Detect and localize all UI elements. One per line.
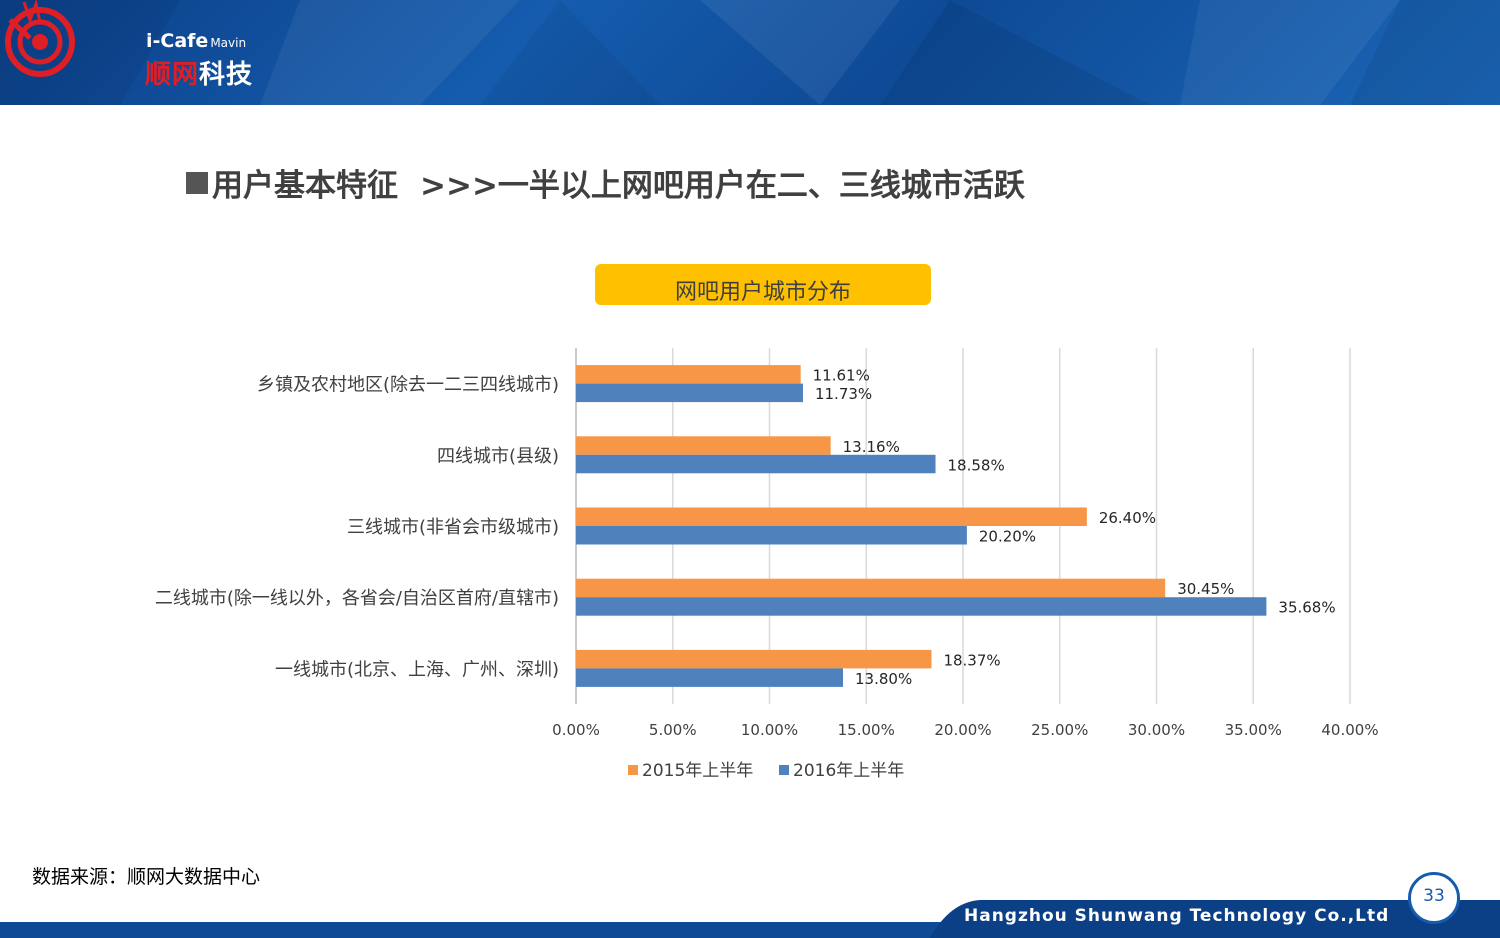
bar (576, 383, 803, 403)
bar (576, 668, 844, 687)
data-label: 35.68% (1278, 599, 1335, 617)
data-source: 数据来源：顺网大数据中心 (32, 866, 261, 888)
category-label: 一线城市(北京、上海、广州、深圳) (275, 659, 559, 680)
x-tick-label: 5.00% (649, 721, 697, 739)
page-title-sub: >>>一半以上网吧用户在二、三线城市活跃 (420, 168, 1025, 204)
x-tick-label: 0.00% (552, 721, 600, 739)
category-label: 四线城市(县级) (437, 446, 559, 467)
data-label: 18.37% (943, 651, 1000, 669)
bar (576, 454, 936, 474)
x-tick-label: 30.00% (1128, 721, 1185, 739)
footer-tab (930, 900, 1500, 938)
data-label: 18.58% (948, 456, 1005, 474)
page-number: 33 (1423, 886, 1445, 906)
data-label: 26.40% (1099, 509, 1156, 527)
chart-title-box (595, 264, 931, 305)
header-pattern (0, 0, 1500, 105)
x-tick-label: 10.00% (741, 721, 798, 739)
legend-swatch (628, 765, 638, 775)
legend-swatch (779, 765, 789, 775)
data-label: 30.45% (1177, 580, 1234, 598)
bar (576, 526, 967, 545)
logo-icon (5, 0, 75, 77)
x-tick-label: 15.00% (838, 721, 895, 739)
category-label: 三线城市(非省会市级城市) (347, 517, 559, 538)
legend-label: 2015年上半年 (642, 761, 753, 781)
x-tick-label: 25.00% (1031, 721, 1088, 739)
bar (576, 649, 932, 669)
x-tick-label: 35.00% (1225, 721, 1282, 739)
data-label: 13.80% (855, 670, 912, 688)
header-banner: i-Cafe Mavin 顺网科技 (0, 0, 1500, 105)
bar (576, 436, 831, 455)
page-title-main: 用户基本特征 (212, 168, 398, 204)
bar (576, 597, 1267, 616)
x-tick-label: 40.00% (1321, 721, 1378, 739)
logo-text-en: i-Cafe Mavin (146, 30, 247, 52)
data-label: 13.16% (843, 438, 900, 456)
data-label: 11.61% (813, 367, 870, 385)
chart-title: 网吧用户城市分布 (674, 280, 851, 305)
data-label: 11.73% (815, 385, 872, 403)
data-label: 20.20% (979, 528, 1036, 546)
footer-company: Hangzhou Shunwang Technology Co.,Ltd (964, 906, 1390, 926)
bar (576, 365, 801, 384)
bar (576, 578, 1166, 598)
bar (576, 507, 1087, 526)
category-label: 乡镇及农村地区(除去一二三四线城市) (257, 375, 559, 396)
legend-label: 2016年上半年 (793, 761, 904, 781)
category-label: 二线城市(除一线以外，各省会/自治区首府/直辖市) (155, 588, 559, 609)
page-number-circle (1408, 872, 1460, 924)
page-title: 用户基本特征 >>>一半以上网吧用户在二、三线城市活跃 (186, 160, 1025, 205)
title-square-icon (186, 172, 208, 194)
logo-text-cn: 顺网科技 (145, 60, 254, 90)
x-tick-label: 20.00% (934, 721, 991, 739)
